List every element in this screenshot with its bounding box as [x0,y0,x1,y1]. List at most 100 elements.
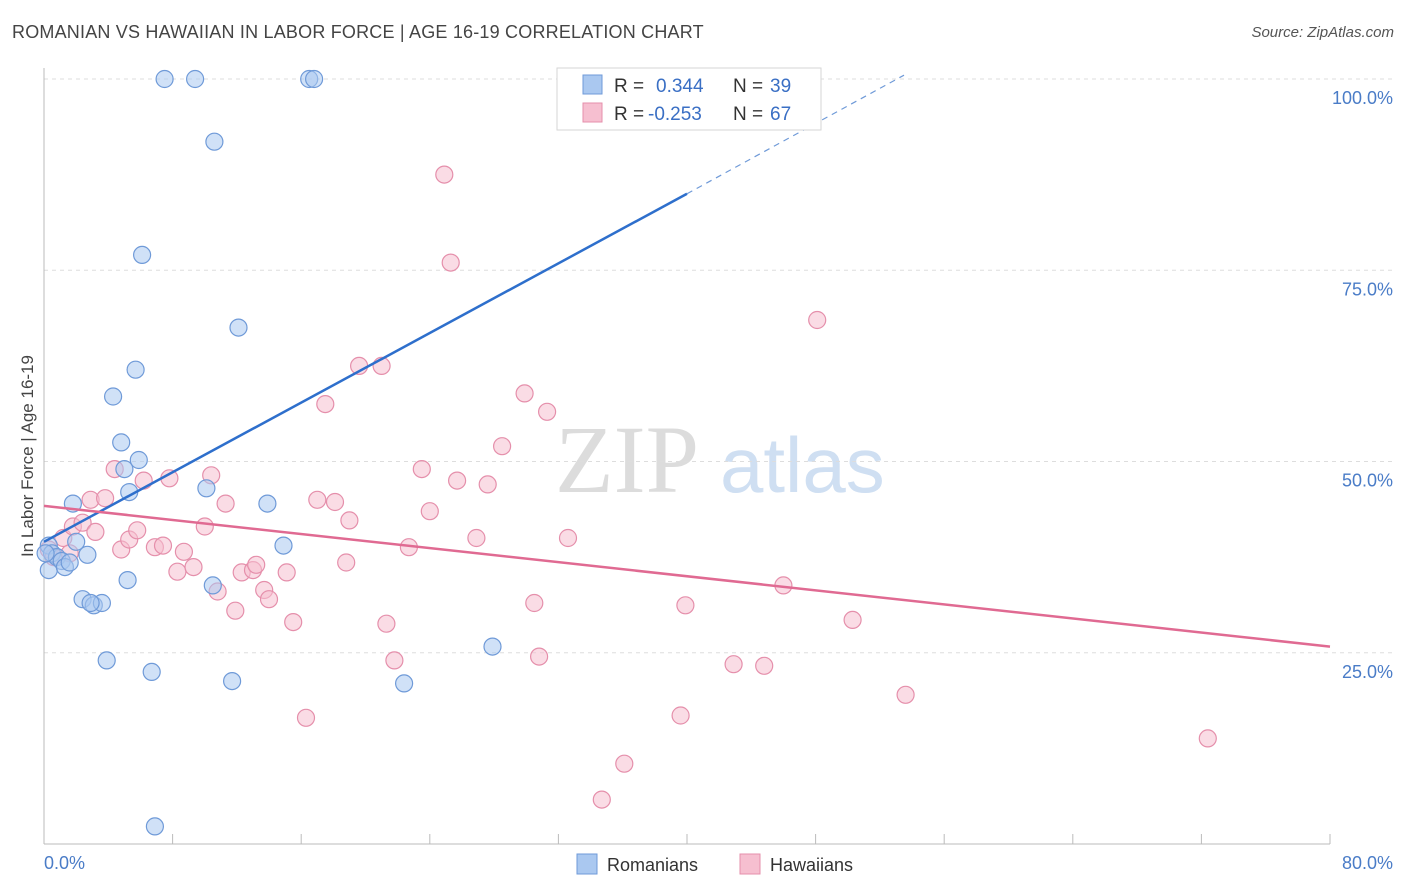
legend-r-value-romanians: 0.344 [656,76,704,97]
point-romanians-19 [129,450,148,470]
legend-swatch-romanians [582,74,603,95]
point-hawaiians-7 [86,522,105,542]
point-hawaiians-43 [412,460,431,479]
x-tick-label-min: 0.0% [44,853,85,873]
point-hawaiians-23 [216,494,235,513]
point-hawaiians-55 [558,528,578,548]
point-romanians-13 [97,651,116,670]
point-hawaiians-12 [128,521,147,540]
legend-r-label-hawaiians: R = [614,104,644,125]
point-romanians-20 [133,245,152,264]
legend-stats: R = 0.344 N = 39 R = -0.253 N = 67 [556,67,822,131]
point-romanians-31 [274,536,293,555]
source-label: Source: ZipAtlas.com [1251,24,1394,41]
point-hawaiians-51 [515,384,534,403]
point-hawaiians-61 [755,656,774,675]
legend-r-value-hawaiians: -0.253 [648,104,702,125]
point-hawaiians-54 [537,402,557,421]
point-hawaiians-66 [1198,729,1217,748]
point-hawaiians-29 [259,590,279,609]
point-hawaiians-50 [493,437,512,456]
point-romanians-27 [205,132,224,151]
point-romanians-15 [112,433,131,452]
point-romanians-26 [203,576,222,595]
point-romanians-38 [118,570,137,590]
point-hawaiians-15 [153,536,173,555]
y-tick-label-25: 25.0% [1342,662,1393,682]
point-hawaiians-31 [284,612,303,632]
point-romanians-25 [197,479,216,498]
point-romanians-36 [36,544,55,563]
point-hawaiians-64 [843,610,862,630]
x-axis-ticks [172,834,1331,844]
watermark-atlas: atlas [720,421,885,509]
point-romanians-23 [155,69,174,89]
point-hawaiians-46 [441,253,460,272]
point-romanians-33 [305,69,324,89]
point-romanians-35 [483,637,502,656]
point-hawaiians-24 [226,601,245,620]
point-hawaiians-59 [676,596,695,615]
legend-bottom-label-hawaiians: Hawaiians [770,855,853,875]
point-romanians-8 [67,532,86,551]
point-hawaiians-47 [448,471,467,490]
y-tick-label-50: 50.0% [1342,471,1393,491]
point-hawaiians-58 [671,706,690,725]
point-hawaiians-63 [808,310,827,330]
point-hawaiians-52 [525,593,544,613]
point-hawaiians-37 [340,511,359,530]
data-points [36,69,1217,836]
point-romanians-29 [229,318,248,337]
point-romanians-18 [126,360,145,379]
point-hawaiians-53 [529,647,549,666]
point-hawaiians-20 [195,517,214,536]
point-hawaiians-40 [377,614,396,633]
y-tick-labels: 25.0% 50.0% 75.0% 100.0% [1332,88,1393,682]
point-romanians-21 [142,662,161,682]
legend-r-label-romanians: R = [614,76,644,97]
y-tick-label-75: 75.0% [1342,279,1393,299]
point-romanians-37 [81,593,100,613]
point-hawaiians-17 [168,562,187,581]
trend-lines [43,74,1331,648]
point-hawaiians-65 [896,685,915,704]
point-hawaiians-60 [724,655,743,674]
y-axis-label: In Labor Force | Age 16-19 [18,355,37,557]
trend-line-hawaiians [43,504,1331,648]
point-romanians-22 [145,817,164,836]
point-hawaiians-45 [435,165,454,184]
x-tick-label-max: 80.0% [1342,853,1393,873]
point-romanians-30 [258,494,277,513]
y-tick-label-100: 100.0% [1332,88,1393,108]
point-hawaiians-19 [184,557,203,577]
point-romanians-28 [223,671,242,691]
trend-line-romanians-extension [686,74,905,195]
legend-swatch-hawaiians [582,102,603,123]
legend-bottom-swatch-romanians [576,853,598,875]
trend-line-romanians [43,192,688,543]
point-hawaiians-49 [478,475,497,494]
point-hawaiians-44 [420,502,439,521]
legend-n-value-romanians: 39 [770,76,791,97]
point-hawaiians-35 [325,492,345,512]
point-hawaiians-34 [316,395,335,414]
point-hawaiians-18 [174,542,193,561]
watermark-zip: ZIP [555,406,699,513]
point-hawaiians-33 [308,490,327,509]
point-hawaiians-27 [247,555,266,574]
point-romanians-14 [103,387,123,406]
legend-series: Romanians Hawaiians [576,853,853,875]
legend-n-label-romanians: N = [733,76,763,97]
point-romanians-10 [78,545,97,564]
point-hawaiians-8 [95,489,115,508]
legend-n-value-hawaiians: 67 [770,104,791,125]
point-hawaiians-56 [592,790,611,809]
legend-bottom-label-romanians: Romanians [607,855,698,875]
point-romanians-34 [395,674,414,693]
chart-title: ROMANIAN VS HAWAIIAN IN LABOR FORCE | AG… [12,22,704,42]
point-hawaiians-48 [467,528,486,548]
point-romanians-16 [115,460,134,479]
point-romanians-24 [186,69,205,89]
point-hawaiians-57 [615,754,634,773]
